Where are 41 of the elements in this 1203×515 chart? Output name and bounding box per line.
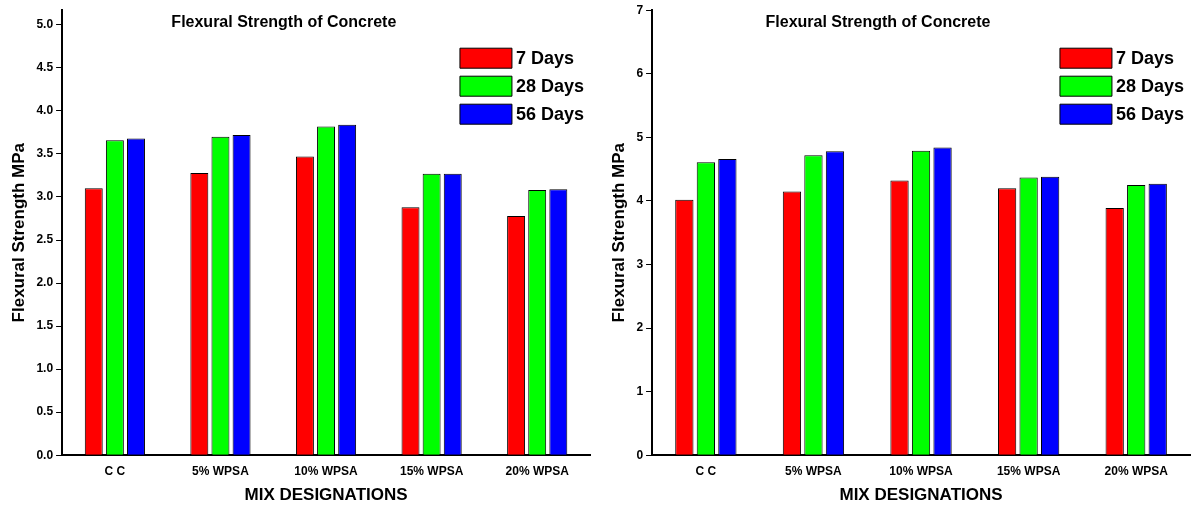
legend-label: 28 Days (515, 76, 585, 97)
x-tick-label: 10% WPSA (889, 463, 954, 478)
x-tick-label: 10% WPSA (294, 463, 359, 478)
x-tick-label: 20% WPSA (1104, 463, 1169, 478)
y-tick-label: 0.5 (36, 404, 54, 419)
chart-title: Flexural Strength of Concrete (171, 12, 397, 30)
y-tick-label: 6 (636, 66, 644, 81)
legend-label: 28 Days (1115, 76, 1185, 97)
y-tick-label: 0 (636, 447, 644, 462)
legend-label: 56 Days (1115, 104, 1185, 125)
x-tick-label: 15% WPSA (399, 463, 464, 478)
y-tick-label: 1.0 (36, 361, 54, 376)
y-tick-label: 4 (636, 193, 644, 208)
x-axis-title: MIX DESIGNATIONS (839, 485, 1003, 505)
x-tick-label: 5% WPSA (192, 463, 250, 478)
y-tick-label: 1.5 (36, 318, 54, 333)
legend-label: 56 Days (515, 104, 585, 125)
x-tick-label: C C (104, 463, 126, 478)
y-tick-label: 3.0 (36, 189, 54, 204)
y-tick-label: 5.0 (36, 17, 54, 32)
y-tick-label: 0.0 (36, 447, 54, 462)
legend-label: 7 Days (1115, 48, 1174, 69)
x-tick-label: 15% WPSA (996, 463, 1061, 478)
x-tick-label: 20% WPSA (505, 463, 570, 478)
x-tick-label: 5% WPSA (785, 463, 843, 478)
y-tick-label: 1 (636, 383, 644, 398)
y-tick-label: 4.5 (36, 60, 54, 75)
y-tick-label: 2 (636, 320, 644, 335)
y-tick-label: 3 (636, 256, 644, 271)
y-axis-title: Flexural Strength MPa (8, 142, 28, 323)
y-tick-label: 2.0 (36, 275, 54, 290)
legend-label: 7 Days (515, 48, 574, 69)
y-axis-title: Flexural Strength MPa (608, 142, 628, 323)
chart-title: Flexural Strength of Concrete (765, 12, 991, 30)
x-axis-title: MIX DESIGNATIONS (244, 485, 408, 505)
x-tick-label: C C (695, 463, 717, 478)
y-tick-label: 3.5 (36, 146, 54, 161)
y-tick-label: 5 (636, 129, 644, 144)
y-tick-label: 7 (636, 2, 644, 17)
y-tick-label: 2.5 (36, 232, 54, 247)
y-tick-label: 4.0 (36, 103, 54, 118)
